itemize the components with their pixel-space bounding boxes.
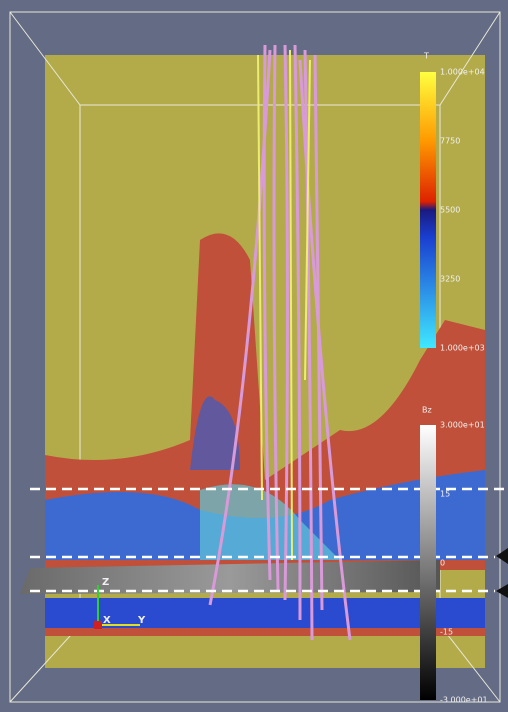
colorbar-label: 1.000e+04 (440, 68, 485, 77)
colorbar-label: 3.000e+01 (440, 421, 485, 430)
colorbar-label: -15 (440, 628, 453, 637)
axis-label: Z (102, 577, 109, 588)
colorbar-label: 1.000e+03 (440, 344, 485, 353)
markers (496, 548, 508, 598)
colorbar-label: 15 (440, 490, 450, 499)
colorbar-label: -3.000e+01 (440, 696, 488, 705)
colorbar-title: T (423, 52, 429, 61)
render-view: Z X Y T 1.000e+04 7750 5500 3250 1.000e+… (0, 0, 508, 712)
lower-red (45, 628, 485, 636)
colorbar-label: 5500 (440, 206, 460, 215)
axis-label: Y (137, 615, 146, 626)
page: {"colorbars": [ {"title": "T", "labels":… (0, 0, 508, 712)
colorbar-title: Bz (422, 406, 432, 415)
colorbar-label: 3250 (440, 275, 460, 284)
colorbar-label: 0 (440, 559, 445, 568)
colorbar-label: 7750 (440, 137, 460, 146)
axis-label: X (103, 615, 111, 626)
